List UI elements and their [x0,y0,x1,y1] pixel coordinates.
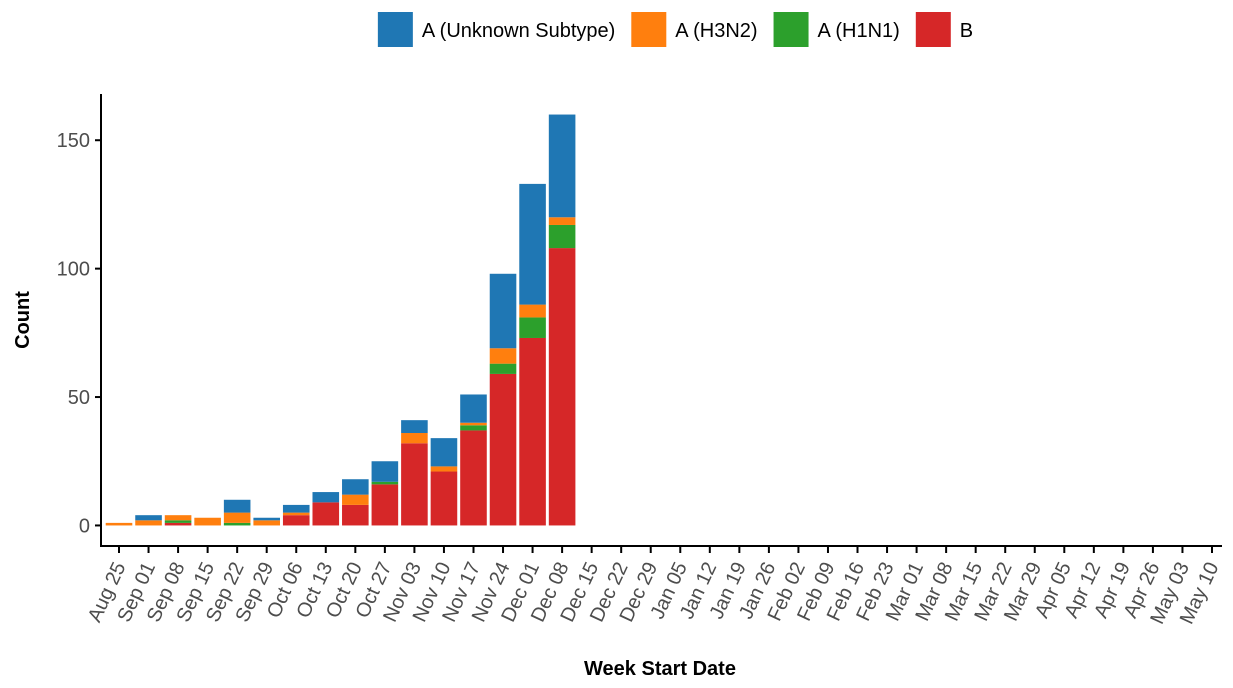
bar-segment [135,520,162,526]
bar-segment [519,304,546,318]
legend-swatch [773,12,809,47]
legend-label: B [960,20,973,42]
bar-segment [460,394,487,423]
bar-segment [194,517,221,526]
legend-label: A (H1N1) [818,20,900,42]
bar-segment [548,248,576,526]
bar-segment [164,520,192,523]
bar-segment [223,499,251,513]
bar-segment [282,504,310,513]
bar-segment [371,481,399,485]
legend-swatch [631,12,667,47]
bar-segment [430,438,458,467]
bar-segment [548,114,576,218]
bar-segment [223,522,251,526]
bar-segment [489,273,517,349]
bar-segment [282,512,310,516]
bar-segment [164,515,192,521]
bar-segment [223,512,251,523]
bar-segment [519,317,546,338]
bar-segment [519,183,546,305]
bar-segment [253,517,280,521]
bar-segment [519,337,546,526]
y-tick-label: 100 [57,259,90,281]
y-tick-label: 0 [79,515,90,537]
bar-segment [548,224,576,249]
bar-segment [548,217,576,225]
bar-segment [460,425,487,431]
bar-segment [401,443,428,526]
bar-segment [460,430,487,526]
bar-segment [489,348,517,364]
bar-segment [282,515,310,526]
bar-segment [401,420,428,433]
bar-segment [105,522,133,526]
x-axis-title: Week Start Date [584,658,736,680]
bar-segment [253,520,280,526]
bar-segment [371,461,399,482]
legend-label: A (H3N2) [675,20,757,42]
bar-segment [135,515,162,521]
bar-segment [312,502,340,526]
legend-swatch [377,12,413,47]
y-tick-label: 150 [57,130,90,152]
legend-swatch [915,12,951,47]
y-axis-title: Count [12,291,34,349]
legend-label: A (Unknown Subtype) [422,20,615,42]
bar-segment [342,479,369,495]
bar-segment [430,466,458,472]
bar-segment [312,492,340,503]
bar-segment [460,422,487,426]
bar-segment [342,494,369,505]
bar-segment [342,504,369,526]
bar-segment [430,471,458,526]
bar-segment [371,484,399,526]
bar-segment [489,373,517,526]
bar-segment [489,363,517,374]
bar-segment [401,433,428,444]
y-tick-label: 50 [68,387,90,409]
bar-segment [164,522,192,526]
